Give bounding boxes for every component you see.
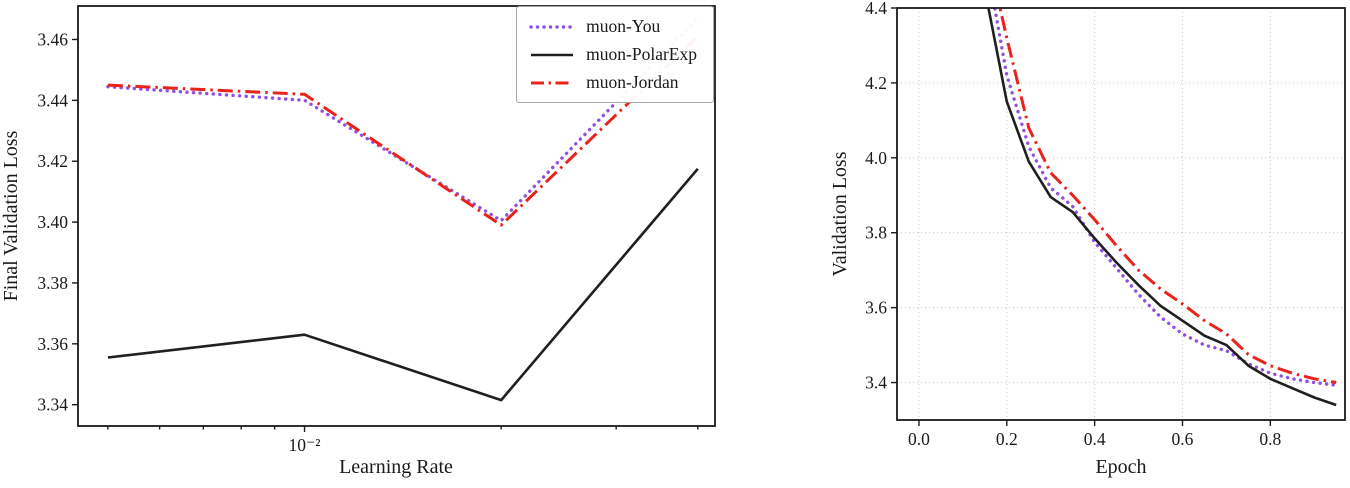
legend-label: muon-Jordan <box>586 72 679 92</box>
series-muon-Jordan <box>107 35 699 227</box>
x-tick-label: 0.2 <box>996 429 1018 449</box>
axis-ticks <box>72 38 699 432</box>
training-curves-chart: Epoch Validation Loss 0.0 0.2 0.4 0.6 0.8 3.4… <box>829 0 1346 478</box>
y-tick-label: 3.46 <box>37 29 68 49</box>
tick-labels: 10⁻² 3.34 3.36 3.38 3.40 3.42 3.44 3.46 <box>37 29 320 455</box>
y-tick-label: 3.44 <box>37 90 68 110</box>
series-muon-PolarExp <box>987 8 1337 407</box>
x-tick-label: 0.8 <box>1259 429 1281 449</box>
y-tick-label: 3.6 <box>865 298 887 318</box>
y-tick-label: 3.8 <box>865 223 887 243</box>
y-tick-label: 4.4 <box>865 0 887 18</box>
series-lines <box>987 8 1338 407</box>
y-tick-label: 4.0 <box>865 148 887 168</box>
plot-frame <box>896 7 1346 421</box>
x-tick-label: 10⁻² <box>289 435 321 455</box>
lr-sweep-chart: Learning Rate Final Validation Loss 10⁻²… <box>0 5 716 478</box>
series-muon-You <box>106 16 700 223</box>
series-muon-PolarExp <box>107 167 699 402</box>
plot-frame <box>77 5 716 427</box>
x-tick-label: 0.4 <box>1084 429 1106 449</box>
legend-line-muon-polarexp-icon <box>531 53 574 56</box>
grid <box>897 7 1345 420</box>
x-axis-label: Learning Rate <box>339 456 453 478</box>
x-tick-label: 0.6 <box>1172 429 1194 449</box>
y-tick-label: 3.40 <box>37 212 68 232</box>
legend-line-muon-you-icon <box>529 24 575 29</box>
series-lines <box>106 16 700 402</box>
y-tick-label: 3.36 <box>37 334 68 354</box>
x-tick-label: 0.0 <box>908 429 930 449</box>
legend-item: muon-You <box>529 16 697 37</box>
right-figure: Epoch Validation Loss 0.0 0.2 0.4 0.6 0.8 3.4… <box>829 0 1350 488</box>
series-muon-Jordan <box>998 8 1337 384</box>
legend-item: muon-Jordan <box>529 72 697 93</box>
y-tick-label: 3.42 <box>37 151 68 171</box>
y-tick-label: 3.38 <box>37 273 68 293</box>
x-axis-label: Epoch <box>1095 456 1146 478</box>
y-tick-label: 3.34 <box>37 395 68 415</box>
y-tick-label: 3.4 <box>865 373 887 393</box>
y-axis-label: Validation Loss <box>830 151 851 276</box>
legend-label: muon-PolarExp <box>586 44 697 64</box>
legend: muon-You muon-PolarExp muon-Jordan <box>516 6 714 103</box>
legend-line-muon-jordan-icon <box>531 81 574 84</box>
legend-label: muon-You <box>586 16 661 36</box>
left-figure: Learning Rate Final Validation Loss 10⁻²… <box>0 5 716 478</box>
axis-ticks <box>891 7 1272 426</box>
y-axis-label: Final Validation Loss <box>0 130 22 301</box>
series-muon-You <box>993 8 1338 387</box>
tick-labels: 0.0 0.2 0.4 0.6 0.8 3.4 3.6 3.8 4.0 4.2 4.4 <box>865 0 1281 449</box>
legend-item: muon-PolarExp <box>529 44 697 65</box>
y-tick-label: 4.2 <box>865 73 887 93</box>
